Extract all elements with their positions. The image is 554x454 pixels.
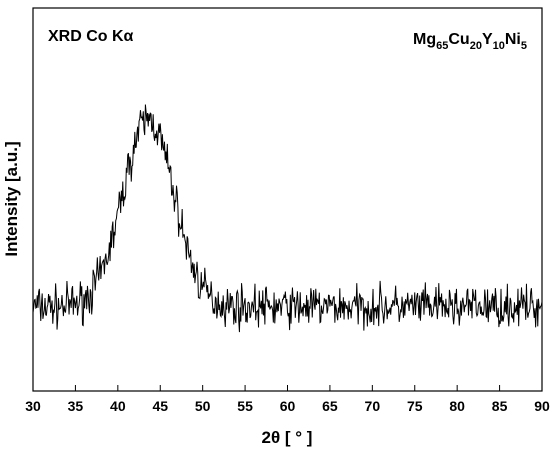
- composition-mg-sub: 65: [436, 40, 448, 52]
- x-tick-label: 45: [152, 398, 168, 414]
- x-tick-label: 55: [237, 398, 253, 414]
- x-tick-label: 80: [449, 398, 465, 414]
- plot-frame: [32, 7, 543, 392]
- annotation-radiation: XRD Co Kα: [48, 28, 134, 45]
- composition-cu: Cu: [448, 31, 469, 48]
- composition-mg: Mg: [413, 31, 436, 48]
- composition-y-sub: 10: [493, 40, 505, 52]
- x-tick-label: 70: [365, 398, 381, 414]
- x-axis-tick-labels: 30 35 40 45 50 55 60 65 70 75 80 85 90: [25, 398, 550, 414]
- x-tick-label: 85: [492, 398, 508, 414]
- x-tick-label: 40: [110, 398, 126, 414]
- annotation-composition: Mg65Cu20Y10Ni5: [413, 31, 527, 52]
- composition-cu-sub: 20: [470, 40, 482, 52]
- composition-ni-sub: 5: [521, 40, 527, 52]
- x-tick-label: 65: [322, 398, 338, 414]
- x-tick-label: 75: [407, 398, 423, 414]
- x-tick-label: 50: [195, 398, 211, 414]
- x-axis-label: 2θ [ ° ]: [262, 428, 313, 447]
- x-axis-ticks: [32, 385, 543, 391]
- composition-ni: Ni: [505, 31, 521, 48]
- x-tick-label: 35: [68, 398, 84, 414]
- composition-y: Y: [482, 31, 493, 48]
- x-tick-label: 90: [534, 398, 550, 414]
- x-tick-label: 60: [280, 398, 296, 414]
- y-axis-label: Intensity [a.u.]: [2, 141, 21, 256]
- series-line: [32, 104, 543, 333]
- x-tick-label: 30: [25, 398, 41, 414]
